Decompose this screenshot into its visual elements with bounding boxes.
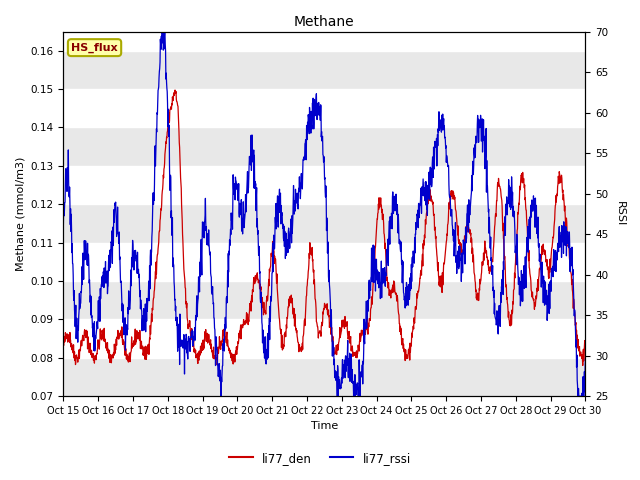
Bar — [63, 319, 586, 358]
Title: Methane: Methane — [294, 15, 355, 29]
Bar — [63, 242, 586, 281]
Bar — [63, 166, 586, 204]
Bar — [63, 89, 586, 128]
Legend: li77_den, li77_rssi: li77_den, li77_rssi — [224, 447, 416, 469]
Y-axis label: RSSI: RSSI — [615, 201, 625, 227]
Y-axis label: Methane (mmol/m3): Methane (mmol/m3) — [15, 156, 25, 271]
X-axis label: Time: Time — [311, 421, 338, 432]
Text: HS_flux: HS_flux — [71, 43, 118, 53]
Bar — [63, 32, 586, 51]
